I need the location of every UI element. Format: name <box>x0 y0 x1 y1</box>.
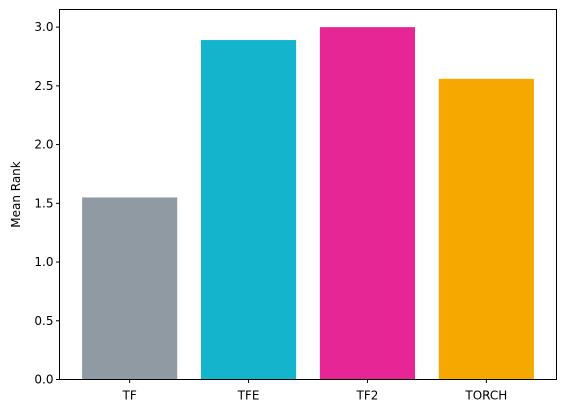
y-tick-label: 0.0 <box>34 373 53 387</box>
bar-tfe <box>200 40 297 380</box>
x-axis-ticks: TF TFE TF2 TORCH <box>122 379 507 403</box>
y-tick-label: 1.0 <box>34 255 53 269</box>
y-tick-label: 3.0 <box>34 20 53 34</box>
y-tick-label: 2.5 <box>34 79 53 93</box>
x-tick-label: TF <box>122 389 137 403</box>
bars-group <box>82 27 534 380</box>
plot-frame <box>59 9 557 380</box>
y-axis-label: Mean Rank <box>9 161 23 228</box>
y-axis-ticks: 0.0 0.5 1.0 1.5 2.0 2.5 3.0 <box>34 20 60 387</box>
x-tick-label: TF2 <box>356 389 379 403</box>
y-tick-label: 2.0 <box>34 138 53 152</box>
y-tick-label: 1.5 <box>34 196 53 210</box>
bar-torch <box>438 78 534 380</box>
y-tick-label: 0.5 <box>34 314 53 328</box>
x-tick-label: TORCH <box>464 389 507 403</box>
bar-tf2 <box>319 27 416 380</box>
bar-tf <box>82 197 178 380</box>
x-tick-label: TFE <box>237 389 260 403</box>
